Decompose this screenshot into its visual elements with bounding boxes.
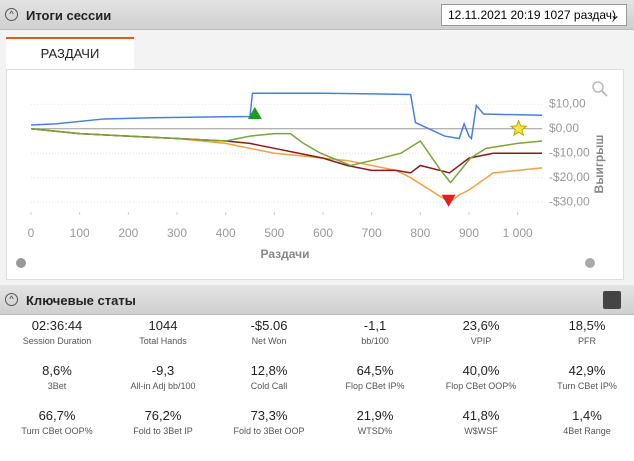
y-tick-label: -$20,00 [549,170,590,184]
stat-value: -$5.06 [250,318,288,333]
stat: 18,5% PFR [534,318,634,346]
marker [441,194,456,207]
y-tick-label: $10,00 [549,96,586,110]
stat-label: 4Bet Range [563,426,611,436]
x-axis-label: Раздачи [261,247,310,261]
x-tick-label: 0 [28,226,35,240]
tab[interactable]: РАЗДАЧИ [6,37,134,71]
y-axis-label: Выигрыш [592,135,606,194]
stat-value: 66,7% [38,408,76,423]
stat-label: Net Won [251,336,287,346]
chart-box: Раздачи Выигрыш $10,00 $0,00 -$10,00 -$20,0… [6,69,624,280]
stat: 1044 Total Hands [110,318,216,346]
stat: 21,9% WTSD% [322,408,428,436]
dropdown-text: 12.11.2021 20:19 1027 раздач) [448,8,617,22]
y-tick-label: -$30,00 [549,194,590,208]
stat-label: W$WSF [464,426,498,436]
x-tick-label: 600 [313,226,333,240]
settings-icon[interactable] [16,258,26,268]
layout-button[interactable] [603,291,621,309]
stat: 12,8% Cold Call [216,363,322,391]
stat: 8,6% 3Bet [4,363,110,391]
marker [247,107,262,120]
series-line [30,92,543,141]
stat: -1,1 bb/100 [322,318,428,346]
marker [509,119,528,137]
x-tick-label: 900 [459,226,479,240]
series-line [30,127,543,184]
stat-value: -1,1 [363,318,387,333]
stat-label: Turn CBet OOP% [21,426,93,436]
stat-label: Flop CBet IP% [345,381,405,391]
x-tick-label: 100 [70,226,90,240]
session-dropdown[interactable]: 12.11.2021 20:19 1027 раздач) ⌄ [441,4,627,26]
y-tick-label: -$10,00 [549,145,590,159]
stat: 73,3% Fold to 3Bet OOP [216,408,322,436]
stats-title: Ключевые статы [26,293,136,308]
stat: 40,0% Flop CBet OOP% [428,363,534,391]
x-tick-label: 300 [167,226,187,240]
x-tick-label: 700 [362,226,382,240]
stat: 66,7% Turn CBet OOP% [4,408,110,436]
x-tick-label: 200 [118,226,138,240]
x-tick-label: 500 [264,226,284,240]
stat-value: 12,8% [250,363,288,378]
stat-label: Total Hands [139,336,187,346]
stat-value: 41,8% [462,408,500,423]
y-tick-label: $0,00 [549,121,579,135]
stats-header: ^ Ключевые статы [0,285,634,315]
info-icon[interactable] [585,258,595,268]
zoom-handle [601,90,608,97]
x-tick-label: 400 [216,226,236,240]
stat-value: 02:36:44 [31,318,83,333]
stat-label: All-in Adj bb/100 [130,381,196,391]
stat-value: 64,5% [356,363,394,378]
stat-label: Fold to 3Bet OOP [233,426,305,436]
stat-label: Fold to 3Bet IP [133,426,193,436]
stat-value: 42,9% [568,363,606,378]
stat-value: 73,3% [250,408,288,423]
stat-label: Flop CBet OOP% [445,381,517,391]
stat-label: Cold Call [250,381,288,391]
stat: -$5.06 Net Won [216,318,322,346]
header-title: Итоги сессии [26,8,112,23]
stat: 76,2% Fold to 3Bet IP [110,408,216,436]
collapse-icon[interactable]: ^ [5,8,18,21]
stat-value: 76,2% [144,408,182,423]
stat-value: 8,6% [42,363,72,378]
stat-value: -9,3 [151,363,175,378]
stat: 64,5% Flop CBet IP% [322,363,428,391]
session-header: ^ Итоги сессии 12.11.2021 20:19 1027 разд… [0,0,634,30]
stat-value: 18,5% [568,318,606,333]
x-tick-label: 800 [410,226,430,240]
stat-label: WTSD% [357,426,393,436]
stat: -9,3 All-in Adj bb/100 [110,363,216,391]
x-tick-label: 1 000 [503,226,533,240]
stat-value: 21,9% [356,408,394,423]
stat-value: 23,6% [462,318,500,333]
collapse-icon[interactable]: ^ [5,293,18,306]
stat-label: Turn CBet IP% [557,381,617,391]
stat-value: 1,4% [572,408,602,423]
chart: Раздачи Выигрыш $10,00 $0,00 -$10,00 -$20,0… [16,81,608,268]
stat: 02:36:44 Session Duration [4,318,110,346]
stat: 1,4% 4Bet Range [534,408,634,436]
stat-value: 40,0% [462,363,500,378]
stat-label: PFR [578,336,596,346]
stat: 42,9% Turn CBet IP% [534,363,634,391]
stat-label: VPIP [470,336,492,346]
stat-label: Session Duration [22,336,92,346]
stat: 41,8% W$WSF [428,408,534,436]
stat: 23,6% VPIP [428,318,534,346]
stat-label: bb/100 [361,336,389,346]
stat-value: 1044 [148,318,178,333]
stat-label: 3Bet [47,381,67,391]
zoom-icon[interactable] [592,81,604,93]
